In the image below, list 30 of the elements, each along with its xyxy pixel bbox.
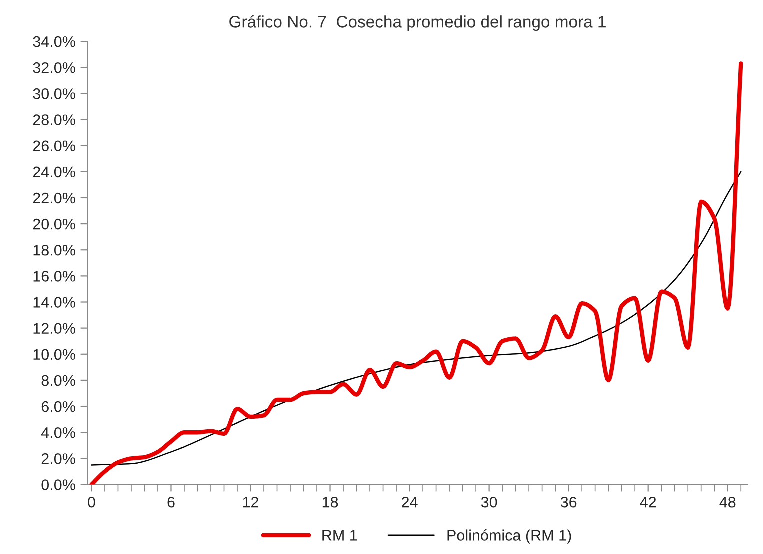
y-tick-label: 6.0%	[42, 401, 76, 412]
y-tick-label: 22.0%	[33, 192, 76, 204]
y-tick-label: 14.0%	[34, 297, 76, 308]
y-tick-label: 28.0%	[33, 114, 76, 126]
x-tick-label: 48	[720, 496, 736, 508]
x-tick-label: 24	[402, 496, 418, 508]
y-tick-label: 2.0%	[42, 454, 76, 464]
y-tick-label: 10.0%	[34, 349, 76, 360]
legend-label: Polinómica (RM 1)	[448, 530, 572, 544]
y-tick-label: 8.0%	[42, 375, 76, 386]
y-tick-label: 20.0%	[33, 218, 76, 230]
y-tick-label: 12.0%	[34, 323, 76, 334]
y-tick-label: 32.0%	[33, 62, 76, 74]
y-tick-label: 24.0%	[33, 166, 76, 178]
legend-label: RM 1	[322, 530, 358, 541]
chart-title: Gráfico No. 7 Cosecha promedio del rango mora 1	[230, 15, 606, 32]
x-tick-label: 42	[640, 496, 656, 508]
x-tick-label: 36	[560, 496, 577, 508]
x-tick-label: 12	[243, 496, 258, 508]
x-tick-label: 0	[88, 496, 96, 508]
y-tick-label: 16.0%	[34, 271, 76, 282]
y-tick-label: 30.0%	[33, 88, 76, 100]
y-tick-label: 0.0%	[42, 480, 76, 490]
x-tick-label: 18	[322, 496, 338, 508]
y-tick-label: 18.0%	[34, 244, 76, 256]
x-tick-label: 6	[168, 496, 175, 508]
x-tick-label: 30	[481, 496, 498, 508]
y-tick-label: 34.0%	[33, 36, 76, 48]
y-tick-label: 4.0%	[41, 427, 76, 438]
y-tick-label: 26.0%	[33, 140, 76, 152]
